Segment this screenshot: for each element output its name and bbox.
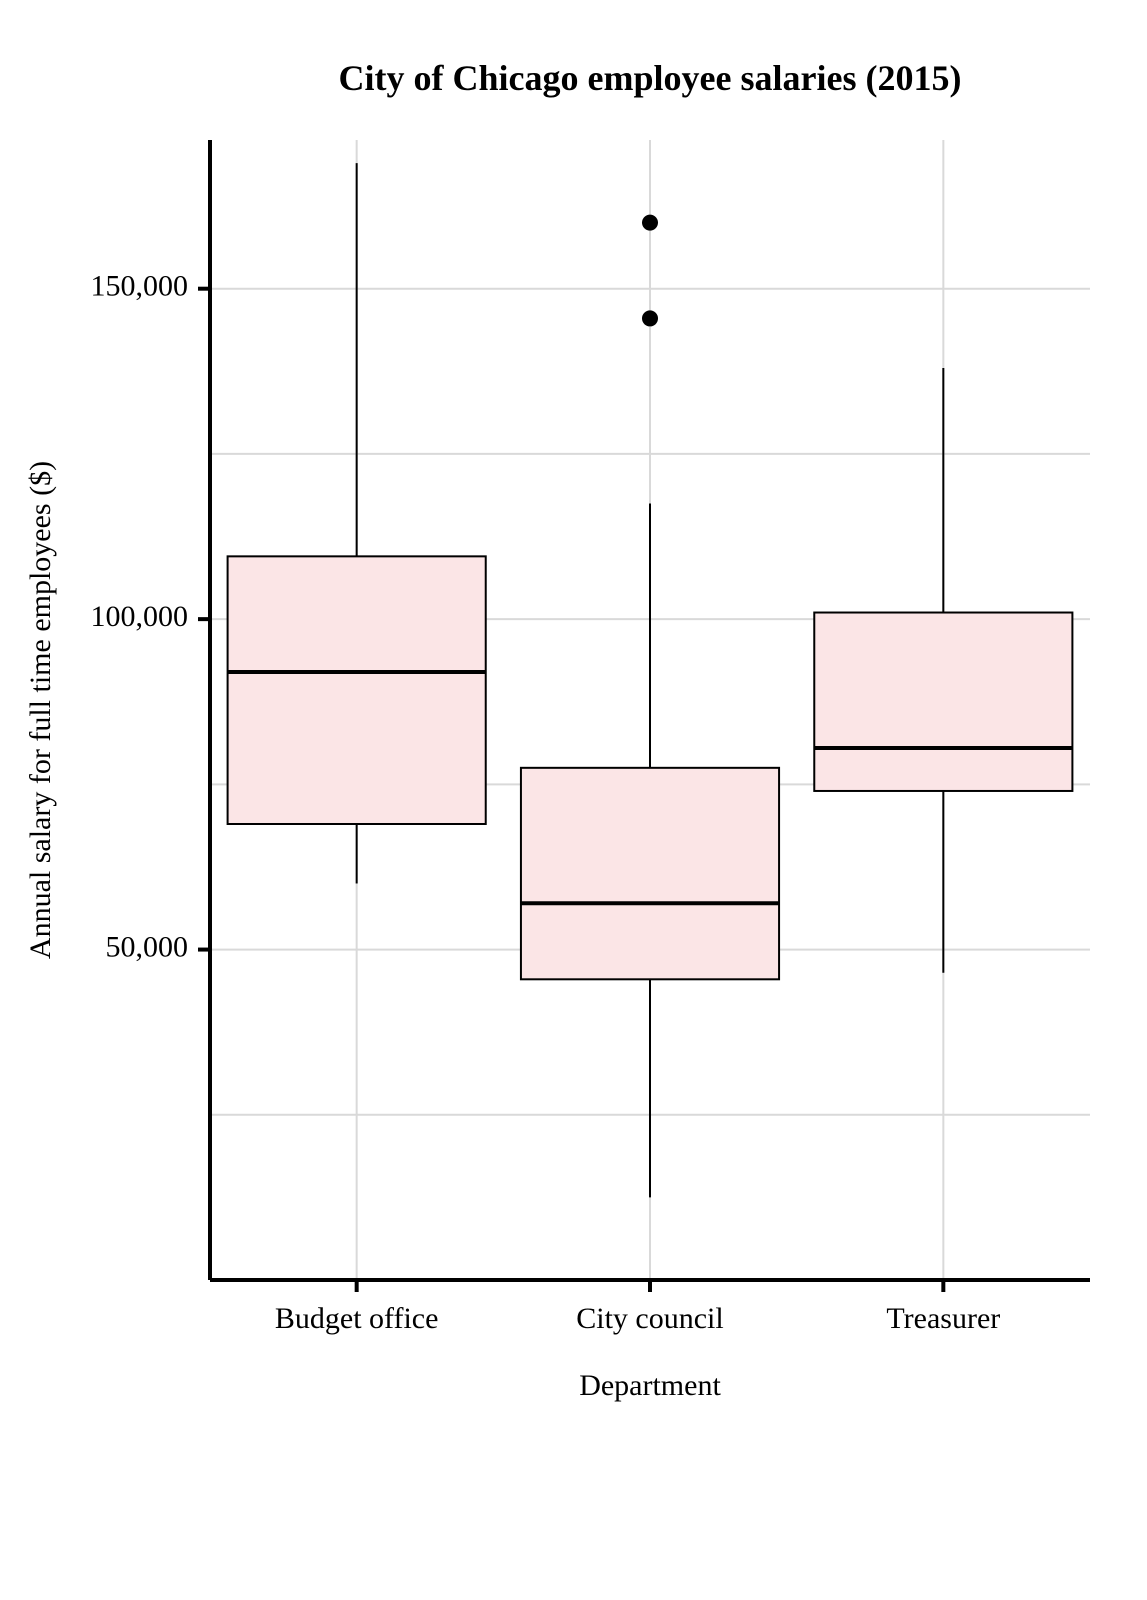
box [228,556,486,824]
chart-title-text: City of Chicago employee salaries (2015) [339,58,962,98]
x-tick-label: Treasurer [886,1302,1000,1335]
box [521,768,779,979]
box [814,613,1072,791]
boxplot-chart: City of Chicago employee salaries (2015)… [0,0,1147,1600]
y-tick-label: 150,000 [91,270,189,303]
outlier-point [642,215,658,231]
x-tick-label: Budget office [275,1302,439,1335]
chart-container: City of Chicago employee salaries (2015)… [0,0,1147,1600]
y-tick-label: 50,000 [106,930,189,963]
x-tick-label: City council [576,1302,723,1335]
x-axis-label-text: Department [579,1369,721,1402]
y-axis-label-text: Annual salary for full time employees ($… [24,461,57,959]
outlier-point [642,310,658,326]
y-tick-label: 100,000 [91,600,189,633]
